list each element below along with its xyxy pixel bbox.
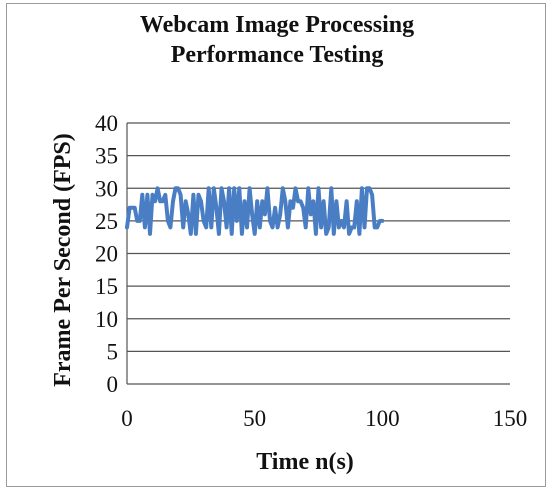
gridlines [126, 122, 510, 385]
series-line [125, 186, 385, 236]
y-tick-label: 30 [95, 176, 118, 201]
chart-frame [6, 3, 546, 487]
y-tick-label: 15 [95, 274, 118, 299]
x-tick-labels: 0 50 100 150 [121, 406, 527, 431]
x-tick-label: 50 [243, 406, 266, 431]
x-tick-label: 150 [493, 406, 528, 431]
y-tick-label: 0 [107, 372, 119, 397]
y-tick-label: 20 [95, 242, 118, 267]
x-tick-label: 0 [121, 406, 133, 431]
y-tick-label: 10 [95, 307, 118, 332]
y-tick-labels: 0 5 10 15 20 25 30 35 40 [95, 111, 118, 397]
chart-title-line-1: Webcam Image Processing [139, 12, 415, 38]
y-tick-label: 35 [95, 144, 118, 169]
x-tick-label: 100 [365, 406, 400, 431]
y-tick-label: 5 [107, 339, 119, 364]
x-axis-label: Time n(s) [256, 449, 354, 475]
y-tick-label: 40 [95, 111, 118, 136]
chart-title-line-2: Performance Testing [170, 42, 384, 68]
y-axis-label: Frame Per Second (FPS) [50, 133, 76, 387]
y-tick-label: 25 [95, 209, 118, 234]
